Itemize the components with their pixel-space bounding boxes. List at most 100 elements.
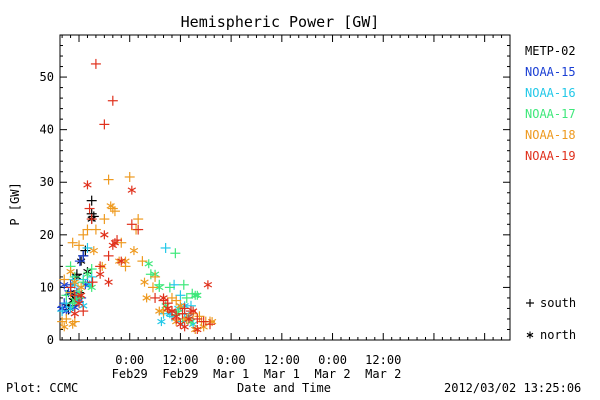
x-tick-time-label: 0:00 — [217, 353, 246, 367]
plot-credit: Plot: CCMC — [6, 381, 79, 395]
north-point — [121, 256, 130, 266]
x-tick-time-label: 12:00 — [264, 353, 300, 367]
south-point — [147, 282, 158, 293]
plot-timestamp: 2012/03/02 13:25:06 — [444, 381, 582, 395]
north-point — [172, 311, 181, 321]
plot-frame — [59, 34, 511, 341]
north-point — [66, 267, 75, 277]
south-point — [103, 174, 114, 185]
south-point — [169, 279, 180, 290]
south-point — [87, 277, 98, 288]
north-point — [106, 201, 115, 211]
south-point — [95, 261, 106, 272]
south-point — [194, 311, 205, 322]
south-point — [178, 279, 189, 290]
south-point — [84, 203, 95, 214]
north-point — [100, 230, 109, 240]
north-point — [104, 277, 113, 287]
x-tick-time-label: 12:00 — [365, 353, 401, 367]
x-tick-date-label: Feb29 — [162, 367, 198, 381]
south-point — [67, 237, 78, 248]
south-point — [65, 282, 76, 293]
y-tick-label: 40 — [40, 123, 54, 137]
north-point — [142, 293, 151, 303]
north-point — [155, 282, 164, 292]
south-point — [90, 224, 101, 235]
x-tick-date-label: Mar 1 — [264, 367, 300, 381]
south-point — [133, 224, 144, 235]
north-point — [83, 269, 92, 279]
legend-entry: NOAA-15 — [525, 65, 576, 79]
legend: METP-02 NOAA-15 NOAA-16 NOAA-17 NOAA-18 NOAA-… — [525, 44, 576, 342]
south-point — [160, 242, 171, 253]
x-axis-label: Date and Time — [237, 381, 331, 395]
south-point — [198, 316, 209, 327]
north-point — [193, 324, 202, 334]
x-tick-date-label: Mar 2 — [314, 367, 350, 381]
south-point — [116, 237, 127, 248]
south-point — [107, 95, 118, 106]
north-point — [184, 314, 194, 324]
south-point — [99, 214, 110, 225]
south-point — [150, 271, 161, 282]
north-point — [155, 306, 164, 316]
x-tick-time-label: 0:00 — [318, 353, 347, 367]
south-point — [57, 306, 68, 317]
north-point — [167, 306, 177, 316]
south-point — [78, 306, 89, 317]
north-point — [68, 319, 77, 329]
x-tick-date-label: Mar 1 — [213, 367, 249, 381]
data-points — [57, 58, 217, 334]
south-point — [57, 316, 68, 327]
south-point — [109, 206, 120, 217]
x-tick-date-label: Feb29 — [112, 367, 148, 381]
y-tick-label: 50 — [40, 70, 54, 84]
south-point — [185, 306, 196, 317]
south-point — [192, 313, 203, 324]
north-point — [70, 309, 79, 319]
south-point — [78, 229, 89, 240]
north-point — [83, 180, 92, 190]
north-point — [74, 298, 84, 308]
south-point — [82, 224, 93, 235]
y-tick-label: 20 — [40, 228, 54, 242]
north-point — [144, 259, 153, 269]
north-point — [95, 269, 105, 279]
legend-entry: NOAA-18 — [525, 128, 576, 142]
south-point — [99, 119, 110, 130]
south-point — [166, 292, 177, 303]
south-point — [61, 313, 72, 324]
north-point — [110, 238, 120, 248]
y-axis-label: P [GW] — [8, 182, 22, 225]
north-point — [87, 282, 96, 292]
south-point — [86, 195, 97, 206]
north-point — [203, 280, 213, 290]
legend-marker-label: north — [540, 328, 576, 342]
south-point — [171, 295, 182, 306]
south-point — [175, 290, 186, 301]
legend-north-symbol — [526, 332, 534, 338]
north-point — [127, 185, 137, 195]
south-point — [177, 308, 188, 319]
north-point — [76, 290, 86, 300]
south-point — [164, 282, 175, 293]
south-point — [74, 256, 85, 267]
south-point — [103, 250, 114, 261]
legend-entry: NOAA-17 — [525, 107, 576, 121]
legend-entry: NOAA-19 — [525, 149, 576, 163]
north-point — [117, 256, 126, 266]
north-point — [188, 306, 198, 316]
x-tick-time-label: 0:00 — [115, 353, 144, 367]
south-point — [133, 214, 144, 225]
north-point — [76, 282, 86, 292]
north-point — [89, 246, 98, 256]
north-point — [159, 293, 168, 303]
x-tick-date-label: Mar 2 — [365, 367, 401, 381]
south-point — [61, 290, 72, 301]
south-point — [82, 242, 93, 253]
south-point — [80, 245, 91, 256]
north-point — [60, 322, 69, 332]
north-point — [180, 322, 189, 332]
